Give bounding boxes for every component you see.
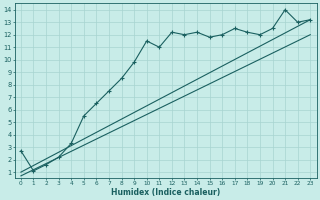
X-axis label: Humidex (Indice chaleur): Humidex (Indice chaleur) <box>111 188 220 197</box>
